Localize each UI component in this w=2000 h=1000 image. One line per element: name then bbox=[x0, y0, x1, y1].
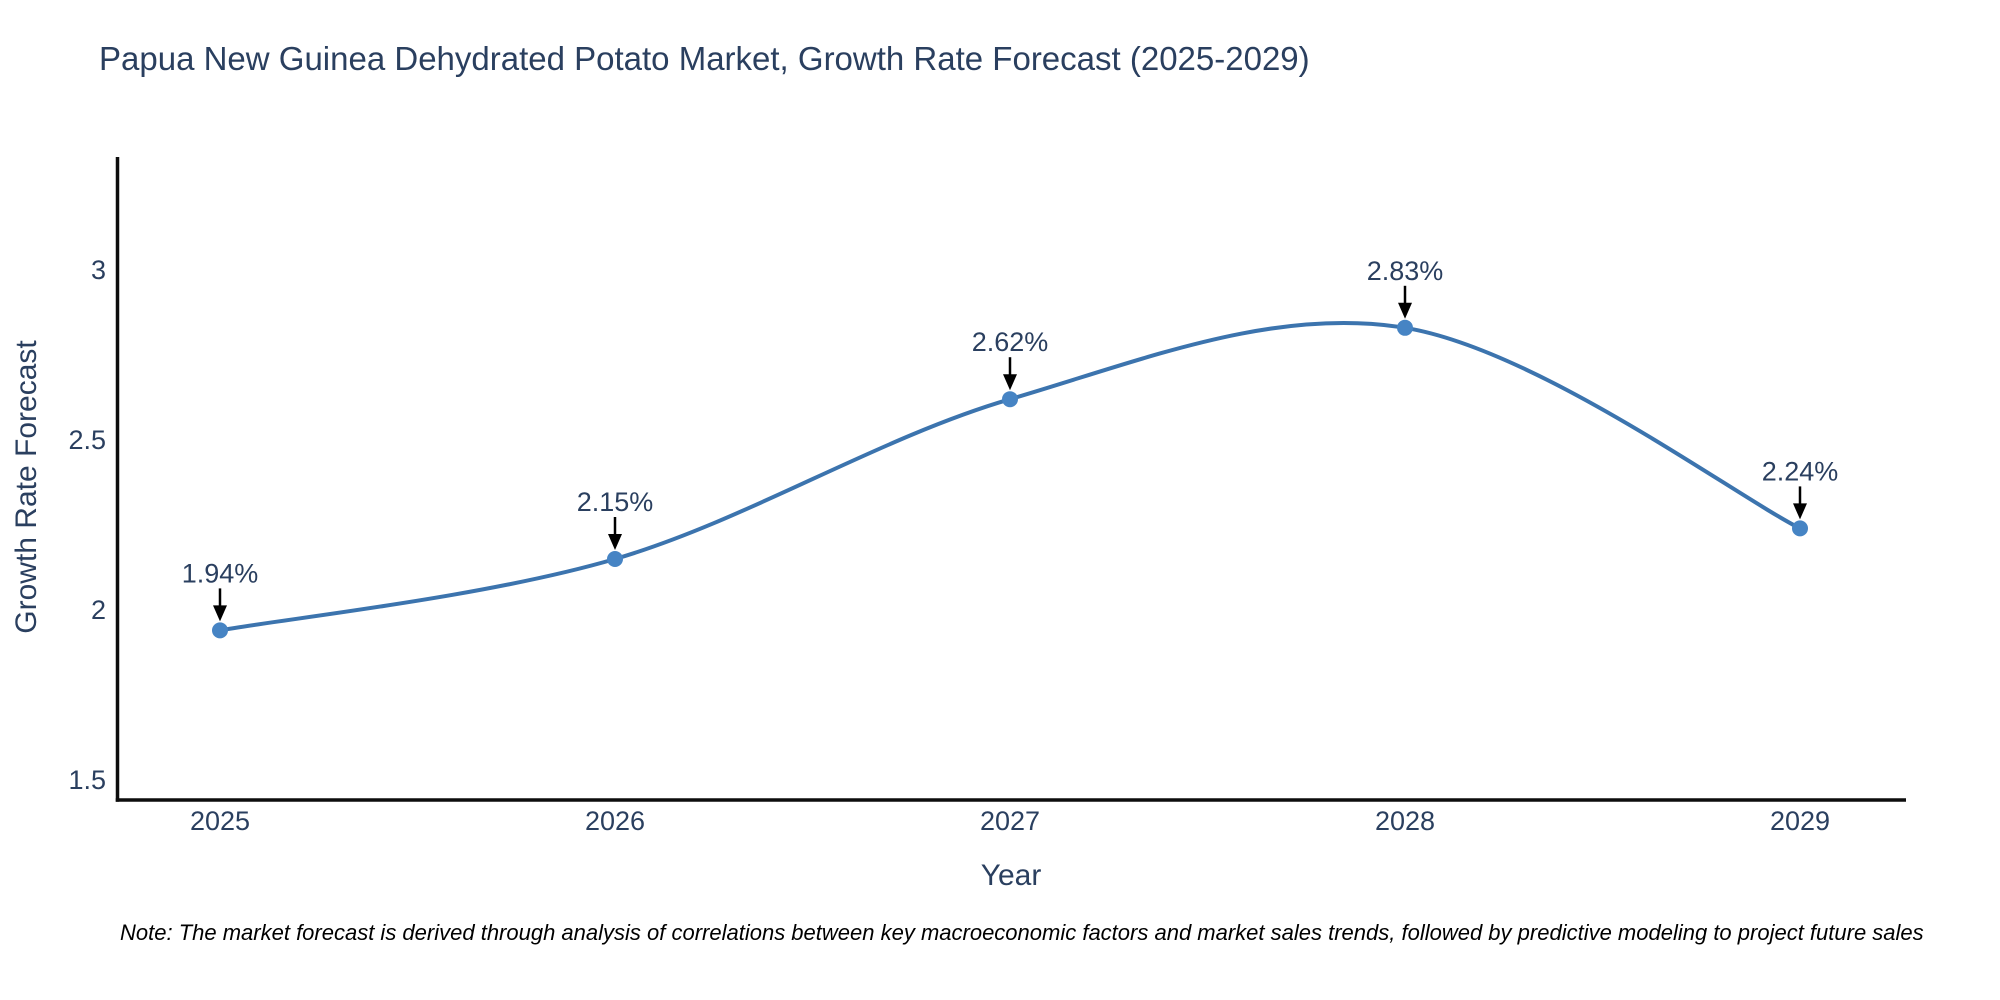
data-point-label: 2.83% bbox=[1367, 256, 1444, 286]
y-axis-tick-label: 2.5 bbox=[68, 425, 106, 455]
y-axis-tick-label: 1.5 bbox=[68, 765, 106, 795]
x-axis-tick-label: 2027 bbox=[980, 806, 1040, 836]
x-axis-tick-label: 2029 bbox=[1770, 806, 1830, 836]
y-axis-tick-label: 2 bbox=[91, 595, 106, 625]
x-axis-tick-label: 2028 bbox=[1375, 806, 1435, 836]
annotation-arrowhead-icon bbox=[608, 534, 622, 550]
footnote: Note: The market forecast is derived thr… bbox=[120, 920, 1924, 945]
annotation-arrowhead-icon bbox=[1398, 302, 1412, 319]
x-axis-title: Year bbox=[980, 859, 1042, 892]
data-point-marker[interactable] bbox=[1397, 319, 1413, 336]
data-point-label: 1.94% bbox=[182, 558, 259, 588]
x-axis-tick-label: 2026 bbox=[585, 806, 645, 836]
chart-title: Papua New Guinea Dehydrated Potato Marke… bbox=[99, 40, 1310, 77]
data-point-label: 2.24% bbox=[1762, 456, 1839, 486]
annotation-arrowhead-icon bbox=[213, 605, 227, 622]
data-point-marker[interactable] bbox=[1002, 391, 1018, 408]
data-point-marker[interactable] bbox=[1792, 520, 1808, 537]
data-point-label: 2.15% bbox=[577, 487, 654, 517]
annotation-arrowhead-icon bbox=[1003, 374, 1017, 391]
data-point-marker[interactable] bbox=[212, 622, 228, 639]
x-axis-tick-label: 2025 bbox=[190, 806, 250, 836]
annotation-arrowhead-icon bbox=[1793, 503, 1807, 520]
data-point-label: 2.62% bbox=[972, 327, 1049, 357]
y-axis-tick-label: 3 bbox=[91, 255, 106, 285]
data-point-marker[interactable] bbox=[607, 551, 623, 567]
